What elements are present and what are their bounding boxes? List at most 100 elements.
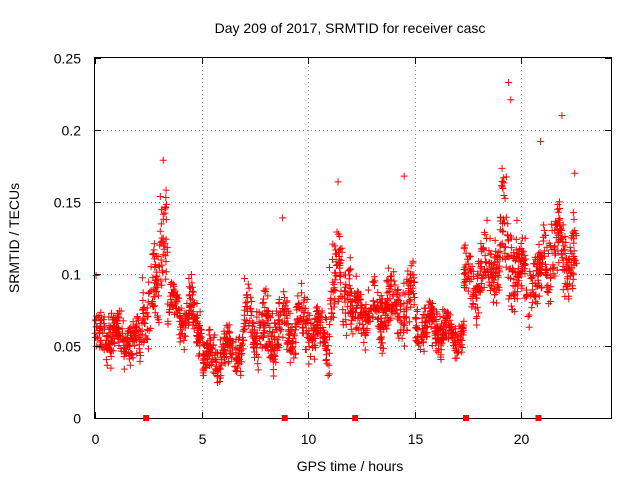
data-point: [269, 354, 277, 362]
data-point: [275, 299, 283, 307]
data-point: [337, 287, 345, 295]
data-point: [178, 321, 186, 329]
x-tick-label: 5: [199, 431, 207, 447]
data-point: [353, 324, 361, 332]
data-point: [448, 329, 456, 337]
data-point: [336, 245, 344, 253]
data-point: [155, 263, 163, 271]
data-point: [224, 327, 232, 335]
data-point: [364, 286, 372, 294]
data-point: [354, 297, 362, 305]
data-point: [200, 367, 208, 375]
data-point: [351, 292, 359, 300]
data-point: [369, 313, 377, 321]
data-point: [445, 333, 453, 341]
data-point: [525, 311, 533, 319]
data-point: [187, 270, 195, 278]
data-point: [511, 308, 519, 316]
data-point: [540, 250, 548, 258]
data-point: [158, 281, 166, 289]
data-point: [505, 253, 513, 261]
data-point: [569, 228, 577, 236]
data-point: [452, 346, 460, 354]
data-point: [401, 342, 409, 350]
data-point: [444, 309, 452, 317]
data-point: [389, 303, 397, 311]
data-point: [374, 288, 382, 296]
data-point: [326, 321, 334, 329]
data-point: [518, 251, 526, 259]
data-point: [157, 277, 165, 285]
data-point: [359, 325, 367, 333]
data-point: [485, 247, 493, 255]
data-point: [358, 302, 366, 310]
data-point: [389, 301, 397, 309]
data-point: [120, 344, 128, 352]
data-point: [556, 205, 564, 213]
data-point: [245, 322, 253, 330]
data-point: [379, 309, 387, 317]
data-point: [325, 370, 333, 378]
data-point: [468, 303, 476, 311]
data-point: [461, 275, 469, 283]
data-point: [543, 283, 551, 291]
data-point: [227, 350, 235, 358]
data-point: [172, 300, 180, 308]
data-point: [199, 356, 207, 364]
data-point: [519, 254, 527, 262]
data-point: [304, 309, 312, 317]
data-point: [108, 347, 116, 355]
data-point: [340, 271, 348, 279]
data-point: [155, 262, 163, 270]
data-point: [242, 299, 250, 307]
data-point: [150, 240, 158, 248]
data-point: [446, 324, 454, 332]
data-point: [260, 287, 268, 295]
data-point: [389, 292, 397, 300]
data-point: [109, 333, 117, 341]
data-point: [294, 292, 302, 300]
data-point: [567, 234, 575, 242]
data-point: [571, 169, 579, 177]
data-point: [266, 323, 274, 331]
data-point: [253, 313, 261, 321]
data-point: [276, 327, 284, 335]
data-point: [177, 304, 185, 312]
data-point: [161, 209, 169, 217]
data-point: [92, 271, 100, 279]
data-point: [128, 350, 136, 358]
data-point: [144, 345, 152, 353]
data-point: [331, 250, 339, 258]
data-point: [504, 237, 512, 245]
data-point: [439, 332, 447, 340]
data-point: [500, 179, 508, 187]
data-point: [521, 294, 529, 302]
data-point: [533, 300, 541, 308]
data-point: [342, 331, 350, 339]
data-point: [558, 112, 566, 120]
data-point: [313, 331, 321, 339]
data-point: [319, 326, 327, 334]
data-point: [254, 360, 262, 368]
data-point: [501, 195, 509, 203]
axis-ticks: 0 0.05 0.1 0.15 0.2 0.25 0 5 10 15 20: [54, 51, 611, 447]
data-point: [556, 226, 564, 234]
data-point: [493, 299, 501, 307]
data-point: [292, 338, 300, 346]
data-point: [258, 318, 266, 326]
data-point: [369, 278, 377, 286]
data-point: [112, 316, 120, 324]
data-point: [164, 320, 172, 328]
data-point: [555, 229, 563, 237]
data-point: [528, 299, 536, 307]
data-point: [330, 303, 338, 311]
data-point: [285, 331, 293, 339]
data-point: [146, 288, 154, 296]
data-point: [273, 341, 281, 349]
data-point: [559, 262, 567, 270]
data-point: [188, 296, 196, 304]
gap-marker: [281, 415, 288, 421]
data-point: [196, 308, 204, 316]
data-point: [171, 287, 179, 295]
